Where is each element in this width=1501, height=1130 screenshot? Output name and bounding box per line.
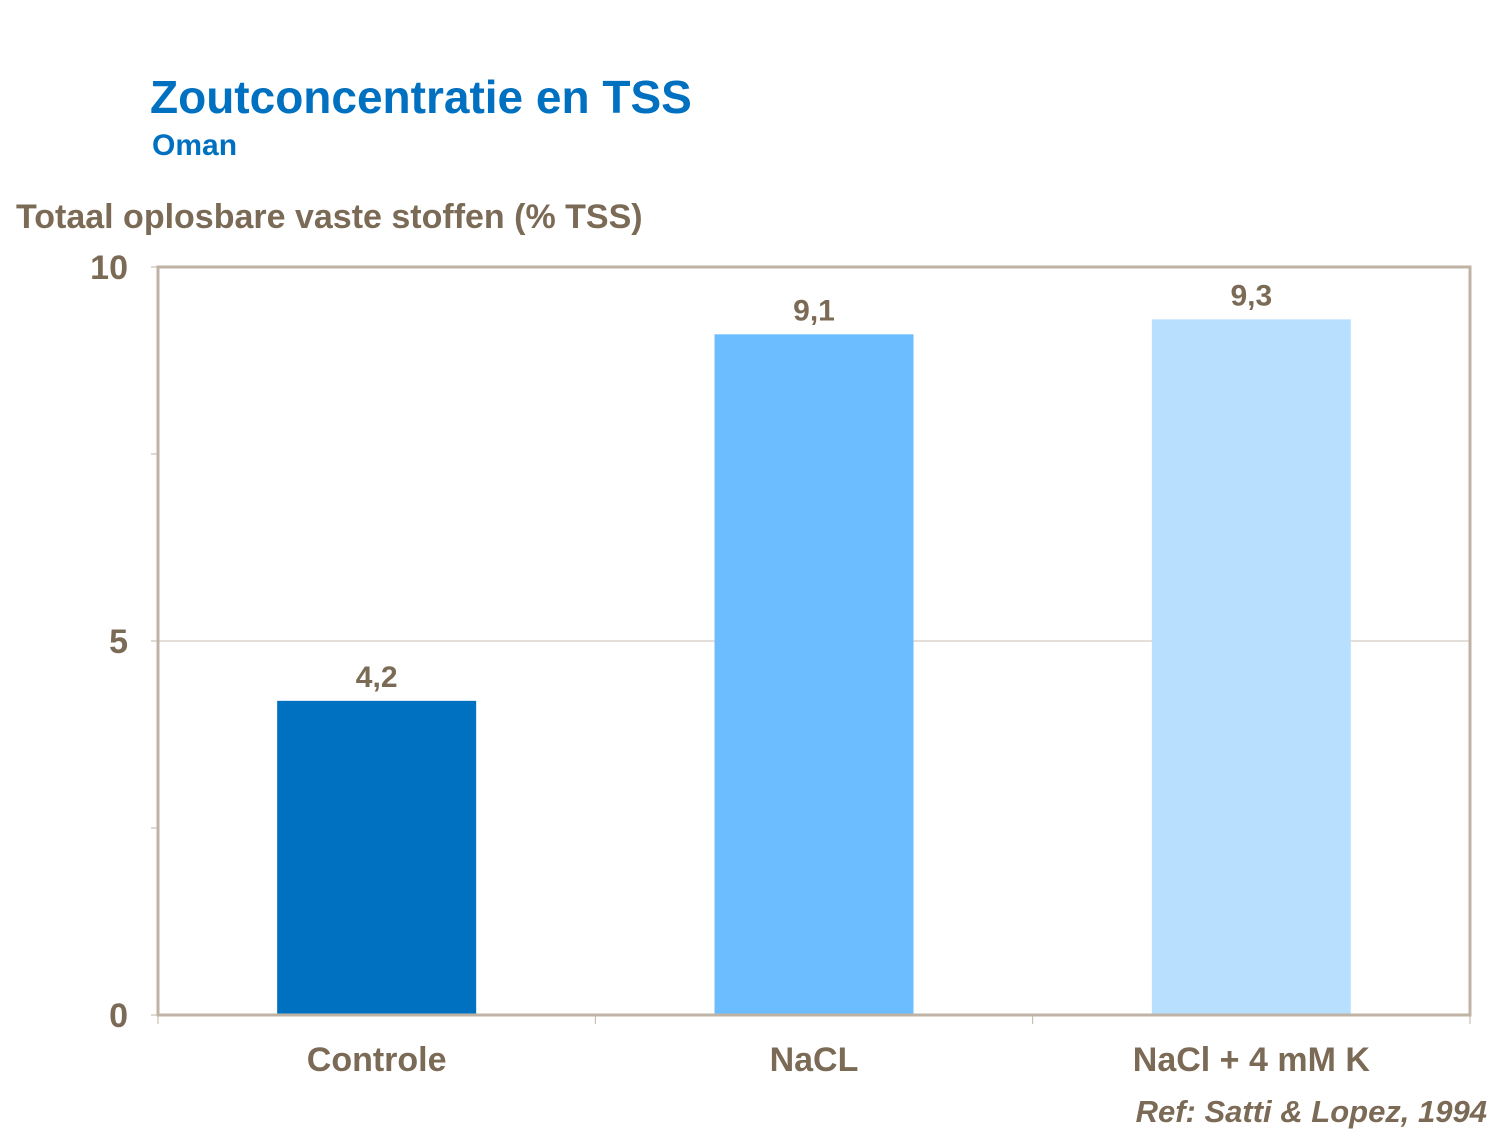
plot-area-border: [156, 265, 1472, 1017]
chart-title: Zoutconcentratie en TSS: [150, 71, 692, 123]
bar-controle: [277, 700, 477, 1015]
data-label: 4,2: [356, 661, 398, 694]
y-axis-label: Totaal oplosbare vaste stoffen (% TSS): [16, 198, 643, 236]
x-tick-label: NaCl + 4 mM K: [1133, 1041, 1371, 1079]
y-tick-label: 5: [109, 623, 128, 661]
bar-nacl: [714, 334, 914, 1015]
reference-note: Ref: Satti & Lopez, 1994: [1135, 1094, 1487, 1129]
chart-subtitle: Oman: [152, 129, 238, 162]
data-label: 9,1: [793, 294, 835, 327]
y-tick-label: 10: [90, 249, 128, 287]
x-tick-label: NaCL: [770, 1041, 859, 1079]
x-tick-label: Controle: [307, 1041, 447, 1079]
y-tick-label: 0: [109, 997, 128, 1035]
bar-nacl-4-mm-k: [1151, 319, 1351, 1015]
data-label: 9,3: [1230, 279, 1272, 312]
